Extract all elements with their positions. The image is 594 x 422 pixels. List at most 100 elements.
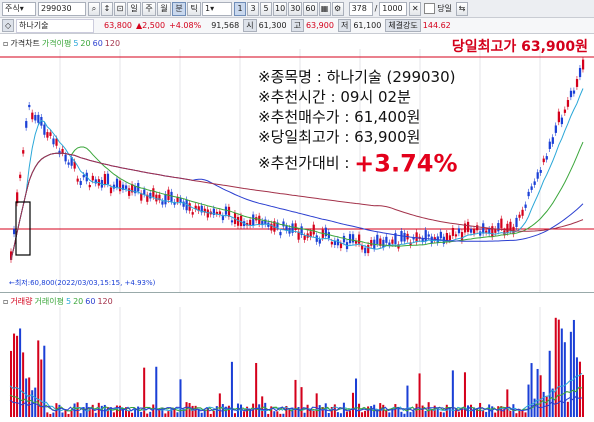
count-input[interactable]: 378 [348, 1, 373, 16]
moving-average-line [10, 141, 584, 261]
stock-code-input[interactable]: 299030 [38, 1, 86, 16]
same-day-label: 당일 [437, 4, 452, 13]
minute-60[interactable]: 60 [303, 1, 318, 16]
minute-10[interactable]: 10 [273, 1, 288, 16]
same-day-checkbox[interactable] [424, 3, 436, 14]
market-select[interactable]: 주식 ▾ [2, 1, 36, 16]
nav-button[interactable]: ⇆ [456, 1, 468, 16]
interval-minute[interactable]: 분 [172, 1, 186, 16]
candle [221, 215, 225, 221]
period-select[interactable]: 1 ▾ [202, 1, 232, 16]
volume-bar [300, 387, 303, 417]
candle [473, 228, 476, 234]
volume-bar [118, 405, 121, 417]
volume-bar [170, 407, 173, 417]
candle [270, 223, 273, 231]
volume-bar [518, 408, 521, 417]
interval-month[interactable]: 월 [157, 1, 171, 16]
volume-bar [285, 405, 288, 417]
volume-bar [103, 404, 106, 417]
volume-bar [61, 412, 64, 417]
candle [131, 184, 134, 193]
candle [79, 180, 82, 185]
volume-bar [46, 412, 49, 417]
candle [88, 184, 91, 188]
interval-week[interactable]: 주 [142, 1, 156, 16]
volume-bar [409, 412, 412, 417]
volume-bar [397, 406, 400, 417]
candle [179, 198, 182, 203]
volume-bar [243, 411, 246, 417]
volume-bar [279, 413, 282, 417]
candle [194, 205, 197, 210]
volume-bar [560, 328, 563, 417]
volume-bar [176, 412, 179, 417]
volume-bar [261, 396, 264, 417]
interval-tick[interactable]: 틱 [187, 1, 201, 16]
candle [19, 174, 22, 179]
candle [364, 247, 367, 254]
volume-chart-panel[interactable]: ▫ 거래량 거래이평 5 20 60 120 [0, 293, 594, 419]
minute-5[interactable]: 5 [260, 1, 272, 16]
volume-bar [143, 367, 146, 417]
candle [224, 206, 228, 215]
volume-bar [91, 404, 94, 417]
minute-30[interactable]: 30 [288, 1, 303, 16]
candle [25, 121, 28, 128]
legend-vma120: 120 [97, 297, 113, 306]
quote-bar: ◇ 하나기술 63,800 ▲2,500 +4.08% 91,568 시 61,… [0, 18, 594, 34]
candle [415, 232, 418, 243]
volume-bar [22, 352, 25, 417]
volume-bar [200, 412, 203, 417]
candle [327, 232, 330, 239]
minute-1[interactable]: 1 [234, 1, 246, 16]
legend-vma: 거래이평 [34, 297, 64, 306]
volume-bar [224, 406, 227, 417]
candle [52, 138, 55, 145]
grid-icon: ▦ [320, 4, 329, 13]
tools-button[interactable]: ⚙ [331, 1, 344, 16]
search-button[interactable]: ⌕ [88, 1, 100, 16]
volume-bar [128, 410, 131, 417]
volume-bar [273, 411, 276, 417]
current-price: 63,800 [104, 21, 132, 30]
candle [249, 219, 252, 226]
candle [509, 221, 512, 231]
candle [551, 137, 554, 144]
candle [76, 178, 79, 182]
prev-button[interactable]: ↕ [101, 1, 113, 16]
price-chart-panel[interactable]: ▫ 가격차트 가격이평 5 20 60 120 [0, 35, 594, 293]
volume-bar [94, 412, 97, 417]
volume-bar [566, 401, 569, 417]
volume-bars [9, 307, 584, 419]
volume-bar [554, 317, 557, 417]
volume-bar [485, 411, 488, 417]
candle [500, 218, 503, 228]
candle [575, 79, 579, 87]
candle [324, 227, 327, 237]
candle [161, 201, 164, 205]
candle [315, 235, 318, 242]
candle [445, 233, 449, 242]
stock-indicator: ◇ [2, 19, 14, 32]
fav-button[interactable]: ⊡ [114, 1, 126, 16]
volume-bar [330, 407, 333, 417]
high-label: 고 [290, 19, 304, 32]
candle [560, 117, 564, 125]
settings-button[interactable]: ▦ [318, 1, 331, 16]
volume-bar [457, 411, 460, 417]
close-icon: ✕ [411, 4, 419, 13]
candle [236, 216, 240, 226]
reset-button[interactable]: ✕ [409, 1, 422, 16]
volume-bar [149, 411, 152, 417]
volume-bar [121, 407, 124, 417]
candle [515, 217, 518, 227]
candle [539, 169, 542, 173]
candle [518, 214, 521, 218]
volume-bar [140, 411, 143, 417]
minute-3[interactable]: 3 [247, 1, 259, 16]
interval-day[interactable]: 일 [127, 1, 141, 16]
candle [476, 225, 479, 231]
tool-icon: ⚙ [333, 4, 342, 13]
volume-bar [88, 407, 91, 417]
